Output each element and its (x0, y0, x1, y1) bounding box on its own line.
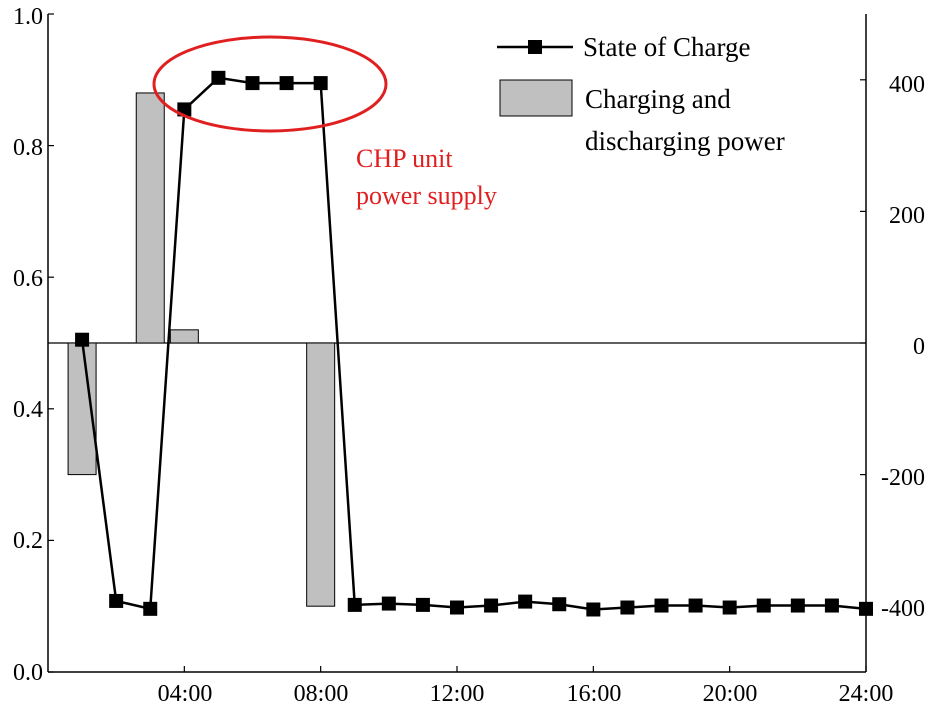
soc-marker (313, 76, 328, 91)
soc-marker (620, 600, 635, 615)
legend-power-label-line2: discharging power (585, 126, 785, 156)
legend-power-label-line1: Charging and (585, 84, 731, 114)
soc-marker (75, 332, 90, 347)
right-tick-label: 0 (913, 334, 925, 360)
x-tick-label: 12:00 (430, 681, 485, 707)
power-bar (135, 92, 165, 344)
right-tick-label: 400 (889, 72, 925, 98)
bars-layer (67, 92, 336, 607)
power-bar (169, 329, 199, 344)
left-axis-tick-labels: 1.0 0.8 0.6 0.4 0.2 0.0 (13, 4, 43, 686)
legend: State of Charge Charging and discharging… (497, 32, 785, 156)
soc-marker (518, 594, 533, 609)
legend-soc-marker (528, 40, 542, 54)
soc-marker (211, 70, 226, 85)
soc-marker (654, 598, 669, 613)
left-tick-label: 0.4 (13, 397, 43, 423)
x-tick-label: 16:00 (567, 681, 622, 707)
power-bar (306, 342, 336, 607)
chp-highlight-ellipse (152, 35, 388, 133)
soc-marker (586, 602, 601, 617)
soc-marker (859, 601, 873, 616)
soc-marker (484, 598, 499, 613)
x-tick-label: 24:00 (839, 681, 894, 707)
soc-marker (381, 596, 396, 611)
right-axis-tick-labels: 400 200 0 -200 -400 (881, 72, 925, 622)
right-tick-label: -400 (881, 596, 925, 622)
soc-marker (450, 600, 464, 615)
chp-annotation-line1: CHP unit (356, 144, 453, 173)
soc-line-layer (75, 70, 873, 617)
left-tick-label: 0.6 (13, 266, 43, 292)
soc-line (80, 76, 867, 611)
soc-marker (756, 598, 771, 613)
soc-marker (109, 593, 124, 608)
x-tick-label: 04:00 (158, 681, 213, 707)
right-tick-label: 200 (889, 203, 925, 229)
soc-marker (790, 598, 805, 613)
soc-marker (722, 600, 737, 615)
soc-marker (279, 76, 294, 91)
legend-soc-label: State of Charge (583, 32, 750, 62)
soc-marker (688, 598, 703, 613)
soc-marker (552, 597, 567, 612)
right-tick-label: -200 (881, 465, 925, 491)
chp-annotation: CHP unit power supply (152, 35, 497, 210)
left-tick-label: 0.0 (13, 660, 43, 686)
left-tick-label: 0.2 (13, 528, 43, 554)
soc-marker (415, 597, 430, 612)
chp-annotation-line2: power supply (356, 181, 497, 210)
legend-power-swatch (499, 79, 573, 117)
soc-marker (347, 597, 362, 612)
x-tick-label: 20:00 (703, 681, 758, 707)
soc-marker (245, 76, 260, 91)
soc-marker (824, 598, 839, 613)
x-tick-label: 08:00 (294, 681, 349, 707)
left-tick-label: 1.0 (13, 4, 43, 30)
x-axis-tick-labels: 04:00 08:00 12:00 16:00 20:00 24:00 (158, 681, 894, 707)
soc-marker (143, 601, 158, 616)
left-tick-label: 0.8 (13, 135, 43, 161)
